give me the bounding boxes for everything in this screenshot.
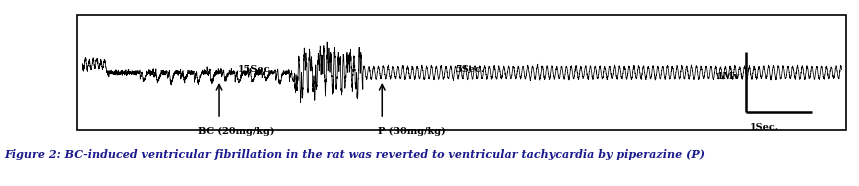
Text: 5Sec.: 5Sec. [455,65,484,74]
Text: 1Mv: 1Mv [717,72,740,81]
Text: Figure 2: BC-induced ventricular fibrillation in the rat was reverted to ventric: Figure 2: BC-induced ventricular fibrill… [4,149,705,160]
FancyBboxPatch shape [77,15,846,130]
Text: 1Sec.: 1Sec. [750,123,779,132]
Text: P (30mg/kg): P (30mg/kg) [378,126,446,136]
Text: 15Sec.: 15Sec. [238,65,274,74]
Text: BC (20mg/kg): BC (20mg/kg) [198,126,274,136]
